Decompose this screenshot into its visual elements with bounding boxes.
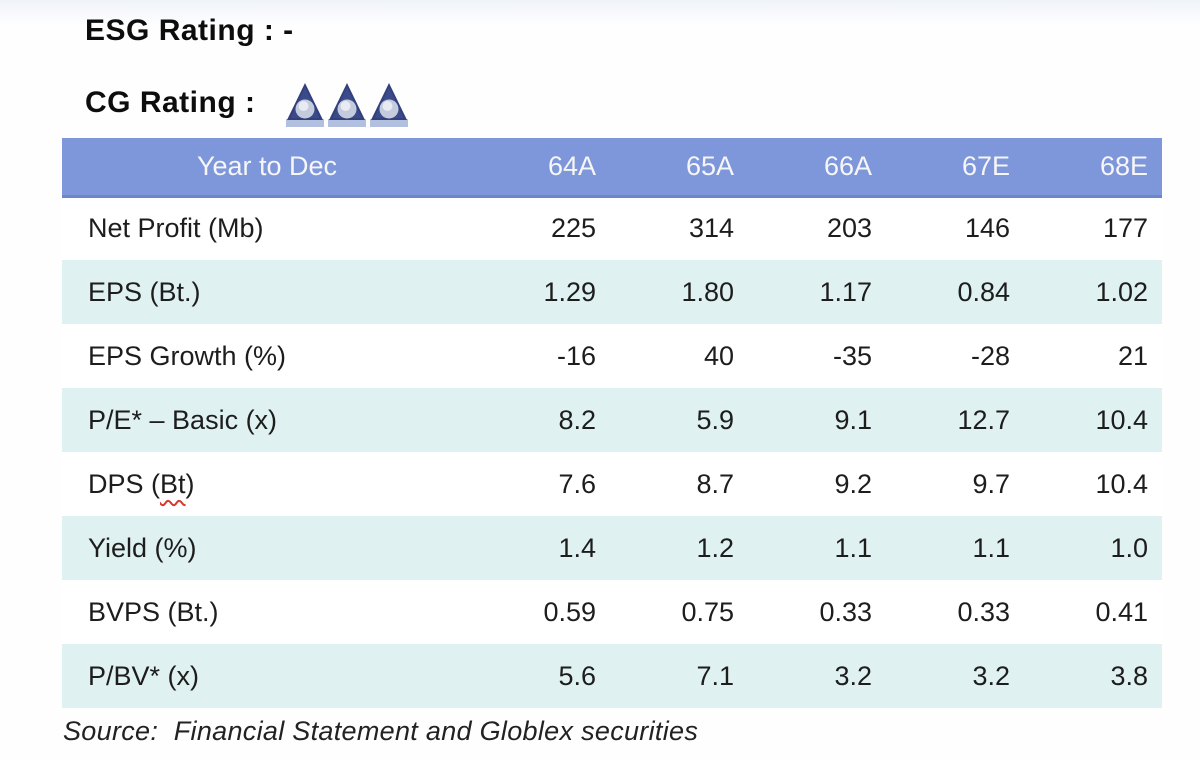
cell-value: 1.2 bbox=[610, 516, 748, 580]
table-row: BVPS (Bt.) 0.59 0.75 0.33 0.33 0.41 bbox=[62, 580, 1162, 644]
cell-value: 314 bbox=[610, 196, 748, 260]
cell-value: 1.0 bbox=[1024, 516, 1162, 580]
cg-triangle-icon bbox=[285, 83, 324, 127]
cell-value: 5.9 bbox=[610, 388, 748, 452]
column-header-68e: 68E bbox=[1024, 138, 1162, 198]
column-header-65a: 65A bbox=[610, 138, 748, 198]
cell-value: -28 bbox=[886, 324, 1024, 388]
table-row: Net Profit (Mb) 225 314 203 146 177 bbox=[62, 196, 1162, 260]
cell-value: 203 bbox=[748, 196, 886, 260]
cell-value: 3.2 bbox=[748, 644, 886, 708]
cell-value: 7.1 bbox=[610, 644, 748, 708]
cell-value: 177 bbox=[1024, 196, 1162, 260]
table-head: Year to Dec 64A 65A 66A 67E 68E bbox=[62, 138, 1162, 198]
column-header-64a: 64A bbox=[472, 138, 610, 198]
cell-value: 0.75 bbox=[610, 580, 748, 644]
table-row: P/BV* (x) 5.6 7.1 3.2 3.2 3.8 bbox=[62, 644, 1162, 708]
cell-value: 0.33 bbox=[886, 580, 1024, 644]
table-row: DPS (Bt) 7.6 8.7 9.2 9.7 10.4 bbox=[62, 452, 1162, 516]
cell-value: 0.41 bbox=[1024, 580, 1162, 644]
cell-value: 1.1 bbox=[748, 516, 886, 580]
cg-triangle-icon bbox=[369, 83, 408, 127]
row-label: Yield (%) bbox=[62, 516, 472, 580]
cell-value: 9.7 bbox=[886, 452, 1024, 516]
cell-value: -35 bbox=[748, 324, 886, 388]
cell-value: 3.8 bbox=[1024, 644, 1162, 708]
cell-value: 12.7 bbox=[886, 388, 1024, 452]
table-row: Yield (%) 1.4 1.2 1.1 1.1 1.0 bbox=[62, 516, 1162, 580]
cell-value: 1.1 bbox=[886, 516, 1024, 580]
cell-value: 10.4 bbox=[1024, 452, 1162, 516]
cell-value: 5.6 bbox=[472, 644, 610, 708]
table-row: EPS Growth (%) -16 40 -35 -28 21 bbox=[62, 324, 1162, 388]
cg-rating-triangles bbox=[285, 82, 408, 128]
row-label: EPS (Bt.) bbox=[62, 260, 472, 324]
cell-value: 3.2 bbox=[886, 644, 1024, 708]
esg-rating-label: ESG Rating : - bbox=[85, 14, 294, 47]
cell-value: 7.6 bbox=[472, 452, 610, 516]
cell-value: 0.59 bbox=[472, 580, 610, 644]
cell-value: 146 bbox=[886, 196, 1024, 260]
source-note: Source: Financial Statement and Globlex … bbox=[63, 716, 699, 746]
cell-value: 9.2 bbox=[748, 452, 886, 516]
cell-value: 10.4 bbox=[1024, 388, 1162, 452]
spellcheck-underline: Bt bbox=[160, 468, 186, 499]
cell-value: 8.2 bbox=[472, 388, 610, 452]
row-label: P/BV* (x) bbox=[62, 644, 472, 708]
row-label: BVPS (Bt.) bbox=[62, 580, 472, 644]
cell-value: 40 bbox=[610, 324, 748, 388]
cell-value: 1.80 bbox=[610, 260, 748, 324]
cg-triangle-icon bbox=[327, 83, 366, 127]
cell-value: 1.17 bbox=[748, 260, 886, 324]
row-label: Net Profit (Mb) bbox=[62, 196, 472, 260]
cg-rating-label: CG Rating : bbox=[85, 86, 256, 119]
cell-value: 21 bbox=[1024, 324, 1162, 388]
cg-rating-line: CG Rating : bbox=[85, 78, 408, 128]
financial-summary-table: Year to Dec 64A 65A 66A 67E 68E Net Profit (M… bbox=[62, 138, 1162, 708]
row-label: EPS Growth (%) bbox=[62, 324, 472, 388]
cell-value: -16 bbox=[472, 324, 610, 388]
cell-value: 0.84 bbox=[886, 260, 1024, 324]
row-label: P/E* – Basic (x) bbox=[62, 388, 472, 452]
column-header-66a: 66A bbox=[748, 138, 886, 198]
table-row: P/E* – Basic (x) 8.2 5.9 9.1 12.7 10.4 bbox=[62, 388, 1162, 452]
table-body: Net Profit (Mb) 225 314 203 146 177 EPS (Bt.) 1… bbox=[62, 196, 1162, 708]
esg-rating-line: ESG Rating : - bbox=[85, 14, 294, 48]
cell-value: 1.02 bbox=[1024, 260, 1162, 324]
column-header-67e: 67E bbox=[886, 138, 1024, 198]
cell-value: 225 bbox=[472, 196, 610, 260]
cell-value: 9.1 bbox=[748, 388, 886, 452]
table-header-row: Year to Dec 64A 65A 66A 67E 68E bbox=[62, 138, 1162, 198]
row-label: DPS (Bt) bbox=[62, 452, 472, 516]
cell-value: 1.4 bbox=[472, 516, 610, 580]
cell-value: 0.33 bbox=[748, 580, 886, 644]
table-row: EPS (Bt.) 1.29 1.80 1.17 0.84 1.02 bbox=[62, 260, 1162, 324]
cell-value: 1.29 bbox=[472, 260, 610, 324]
column-header-year-to-dec: Year to Dec bbox=[62, 138, 472, 198]
cell-value: 8.7 bbox=[610, 452, 748, 516]
